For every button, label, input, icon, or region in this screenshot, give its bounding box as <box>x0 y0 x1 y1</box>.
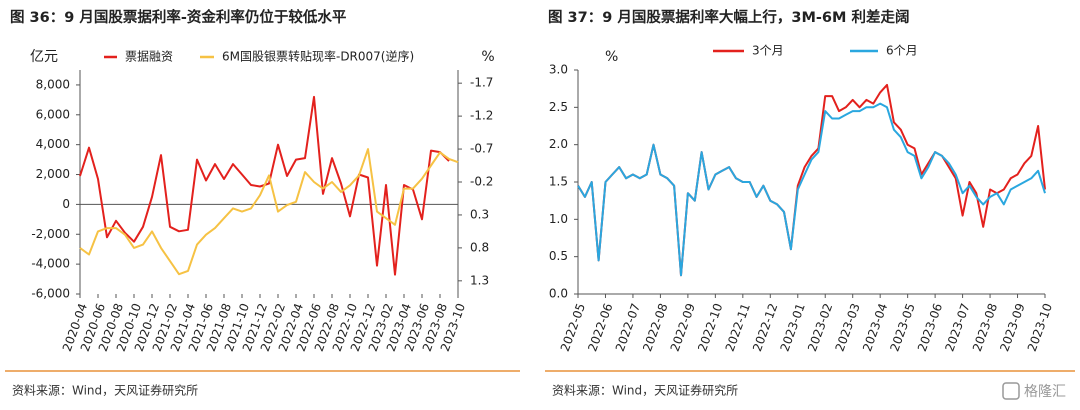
series-line <box>577 102 1046 277</box>
series-line <box>577 83 1046 277</box>
y-axis-label: % <box>605 49 618 65</box>
x-tick-label: 2023-04 <box>860 301 890 353</box>
y-tick-label: 2.0 <box>549 137 568 151</box>
y-tick-label: 6,000 <box>36 107 70 121</box>
y2-tick-label: -0.2 <box>470 175 493 189</box>
x-tick-label: 2022-07 <box>613 301 643 353</box>
x-tick-label: 2023-09 <box>997 301 1027 353</box>
y2-tick-label: -1.7 <box>470 76 493 90</box>
y-tick-label: 1.0 <box>549 212 568 226</box>
y2-tick-label: -0.7 <box>470 142 493 156</box>
y-tick-label: 4,000 <box>36 137 70 151</box>
x-tick-label: 2023-07 <box>942 301 972 353</box>
legend-label: 6个月 <box>886 44 918 58</box>
x-tick-label: 2023-01 <box>778 301 808 353</box>
y-tick-label: -2,000 <box>31 227 70 241</box>
x-tick-label: 2022-05 <box>558 301 588 353</box>
source: 资料来源：Wind，天风证券研究所 <box>12 383 198 398</box>
x-tick-label: 2023-10 <box>1025 301 1055 353</box>
y2-tick-label: -1.2 <box>470 109 493 123</box>
series-line <box>79 148 459 276</box>
watermark-icon <box>1002 382 1020 400</box>
y-tick-label: -6,000 <box>31 287 70 301</box>
x-tick-label: 2023-06 <box>915 301 945 353</box>
source: 资料来源：Wind，天风证券研究所 <box>552 383 738 398</box>
y-tick-label: -4,000 <box>31 257 70 271</box>
y-axis-label: 亿元 <box>30 49 58 65</box>
chart-title: 图 36：9 月国股票据利率-资金利率仍位于较低水平 <box>10 8 347 26</box>
y-tick-label: 3.0 <box>549 63 568 77</box>
y2-tick-label: 1.3 <box>470 273 489 287</box>
x-tick-label: 2022-10 <box>695 301 725 353</box>
y2-tick-label: 0.3 <box>470 207 489 221</box>
y-tick-label: 0.5 <box>549 249 568 263</box>
x-tick-label: 2023-05 <box>887 301 917 353</box>
y-tick-label: 2.5 <box>549 100 568 114</box>
x-tick-label: 2022-12 <box>750 301 780 353</box>
x-tick-label: 2022-09 <box>668 301 698 353</box>
legend-label: 票据融资 <box>125 50 173 64</box>
y-tick-label: 0.0 <box>549 287 568 301</box>
chart-title: 图 37：9 月国股票据利率大幅上行，3M-6M 利差走阔 <box>548 8 909 26</box>
y-tick-label: 0 <box>62 197 70 211</box>
legend-label: 6M国股银票转贴现率-DR007(逆序) <box>222 49 414 64</box>
x-tick-label: 2023-08 <box>970 301 1000 353</box>
x-tick-label: 2022-08 <box>640 301 670 353</box>
y-tick-label: 1.5 <box>549 175 568 189</box>
x-tick-label: 2023-03 <box>833 301 863 353</box>
y-tick-label: 8,000 <box>36 77 70 91</box>
x-tick-label: 2023-02 <box>805 301 835 353</box>
legend-label: 3个月 <box>752 44 784 58</box>
y2-tick-label: 0.8 <box>470 240 489 254</box>
y2-axis-label: % <box>481 49 494 65</box>
x-tick-label: 2022-06 <box>585 301 615 353</box>
x-tick-label: 2022-11 <box>723 301 753 353</box>
watermark: 格隆汇 <box>1024 384 1066 400</box>
y-tick-label: 2,000 <box>36 167 70 181</box>
